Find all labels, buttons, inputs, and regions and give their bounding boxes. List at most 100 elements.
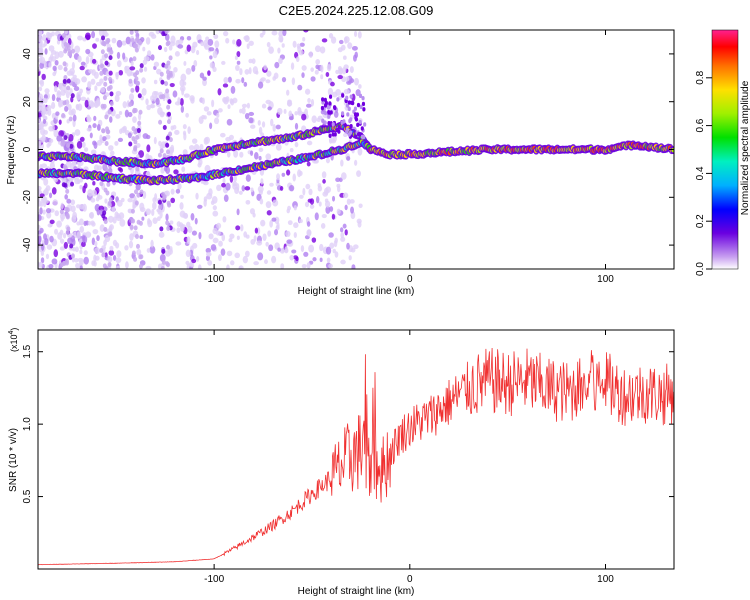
noise-point <box>39 127 46 136</box>
noise-point <box>348 255 352 261</box>
noise-point <box>149 245 156 254</box>
noise-point <box>162 194 167 200</box>
snr-ylabel: SNR (10 * v/v) <box>8 428 19 492</box>
noise-point <box>204 136 210 144</box>
noise-point <box>336 97 340 102</box>
noise-point <box>70 93 75 99</box>
noise-point <box>316 117 321 123</box>
noise-point <box>281 77 287 83</box>
noise-point <box>152 217 158 224</box>
noise-point <box>347 42 353 49</box>
noise-point <box>130 208 135 214</box>
noise-point <box>276 222 280 229</box>
noise-point <box>187 126 191 135</box>
noise-point <box>196 50 200 56</box>
noise-point <box>222 83 229 88</box>
noise-point <box>196 255 200 262</box>
noise-point <box>335 177 341 182</box>
noise-point <box>117 137 124 142</box>
noise-point <box>43 39 48 47</box>
noise-point <box>165 135 170 141</box>
noise-point <box>230 98 235 106</box>
noise-point <box>284 248 289 253</box>
noise-point <box>216 222 222 229</box>
noise-point <box>158 204 163 210</box>
noise-point <box>112 255 117 261</box>
noise-point <box>109 224 114 231</box>
noise-point <box>271 30 278 36</box>
noise-point <box>137 93 142 99</box>
noise-point <box>332 105 337 110</box>
noise-point <box>134 47 139 53</box>
noise-point <box>332 195 336 202</box>
noise-point <box>226 250 233 257</box>
noise-point <box>103 81 108 87</box>
noise-point <box>183 132 187 141</box>
noise-point <box>99 134 103 143</box>
noise-point <box>70 199 76 206</box>
noise-point <box>166 73 171 79</box>
noise-point <box>66 70 73 76</box>
noise-point <box>235 225 241 231</box>
snr-frame <box>37 329 675 570</box>
noise-point <box>278 57 283 65</box>
noise-point <box>334 251 339 258</box>
noise-point <box>342 119 346 124</box>
noise-point <box>127 112 133 118</box>
noise-point <box>56 91 62 98</box>
noise-point <box>210 200 215 206</box>
noise-point <box>342 192 349 199</box>
noise-point <box>81 241 86 248</box>
noise-point <box>270 118 274 127</box>
noise-point <box>38 224 41 230</box>
noise-point <box>294 141 299 148</box>
noise-point <box>128 101 133 107</box>
noise-point <box>315 58 321 65</box>
noise-point <box>137 112 142 121</box>
noise-point <box>216 184 222 192</box>
noise-point <box>153 79 158 85</box>
noise-point <box>330 36 337 44</box>
noise-point <box>41 243 45 251</box>
noise-point <box>162 153 167 159</box>
noise-point <box>314 212 319 221</box>
noise-point <box>104 198 108 204</box>
noise-point <box>70 253 75 259</box>
noise-point <box>108 215 114 223</box>
noise-point <box>299 170 303 176</box>
noise-point <box>108 84 113 90</box>
noise-point <box>139 234 144 240</box>
noise-point <box>91 260 96 267</box>
noise-point <box>128 141 133 147</box>
noise-point <box>136 128 141 134</box>
noise-point <box>129 66 136 71</box>
noise-point <box>38 35 44 42</box>
noise-point <box>63 66 68 72</box>
noise-point <box>340 111 345 116</box>
noise-point <box>95 37 100 42</box>
noise-point <box>212 210 219 217</box>
noise-point <box>249 208 256 215</box>
noise-point <box>302 187 306 196</box>
noise-point <box>233 150 239 158</box>
y-tick-label: -20 <box>22 190 33 205</box>
noise-point <box>177 183 182 190</box>
noise-point <box>266 210 272 216</box>
noise-point <box>164 81 169 87</box>
noise-point <box>235 78 241 84</box>
noise-point <box>265 153 272 161</box>
noise-point <box>48 62 52 68</box>
noise-point <box>74 246 79 253</box>
noise-point <box>173 169 179 175</box>
noise-point <box>176 227 181 234</box>
noise-point <box>288 116 294 121</box>
noise-point <box>253 261 259 266</box>
noise-point <box>250 187 254 193</box>
noise-point <box>157 208 161 215</box>
noise-point <box>67 49 72 55</box>
noise-point <box>58 50 64 58</box>
noise-point <box>187 225 193 233</box>
noise-point <box>243 35 250 41</box>
noise-point <box>65 161 72 168</box>
noise-point <box>338 39 344 45</box>
